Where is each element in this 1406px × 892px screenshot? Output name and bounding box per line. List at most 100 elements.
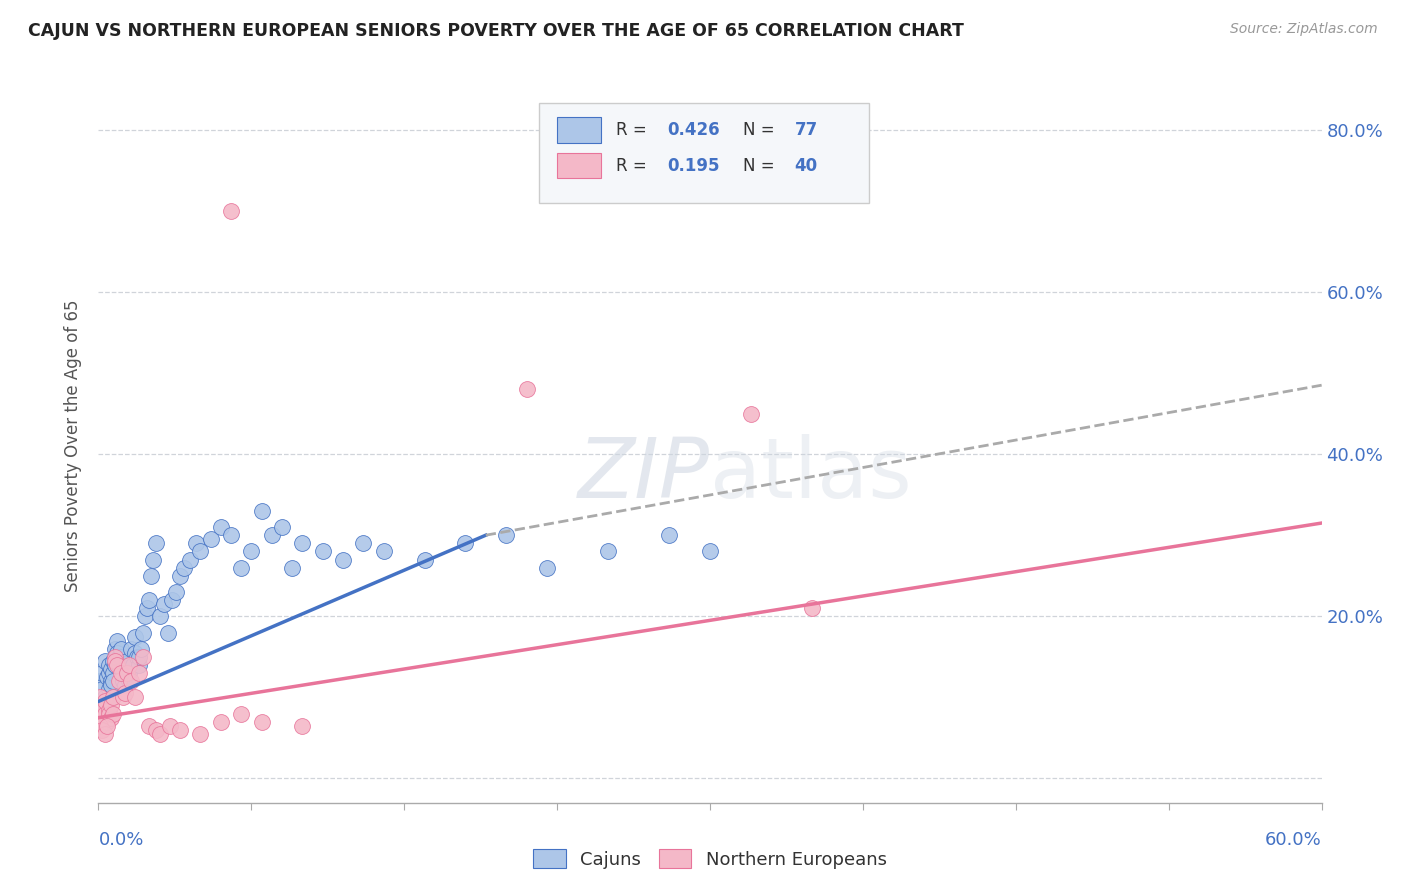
Point: [160, 593, 183, 607]
Point: [124, 630, 146, 644]
Point: [100, 678, 122, 692]
Point: [96, 719, 118, 733]
Text: 0.195: 0.195: [668, 157, 720, 175]
Point: [231, 706, 253, 721]
Point: [108, 674, 131, 689]
Point: [97, 682, 120, 697]
Point: [97, 657, 120, 672]
Point: [97, 702, 120, 716]
Point: [132, 625, 155, 640]
Point: [110, 641, 132, 656]
Point: [127, 649, 149, 664]
Point: [598, 544, 620, 558]
Text: N =: N =: [742, 121, 780, 139]
Point: [114, 686, 136, 700]
Text: R =: R =: [616, 121, 652, 139]
Point: [101, 706, 124, 721]
Text: R =: R =: [616, 157, 652, 175]
Point: [200, 533, 222, 547]
FancyBboxPatch shape: [557, 117, 602, 143]
Point: [209, 714, 232, 729]
Point: [128, 666, 150, 681]
Point: [260, 528, 283, 542]
Point: [96, 670, 118, 684]
Point: [142, 552, 165, 566]
Point: [96, 698, 118, 713]
Point: [110, 649, 132, 664]
Point: [413, 552, 436, 566]
Point: [173, 560, 195, 574]
Text: CAJUN VS NORTHERN EUROPEAN SENIORS POVERTY OVER THE AGE OF 65 CORRELATION CHART: CAJUN VS NORTHERN EUROPEAN SENIORS POVER…: [28, 22, 965, 40]
Point: [100, 698, 122, 713]
Point: [104, 649, 127, 664]
Point: [373, 544, 395, 558]
Point: [118, 666, 141, 681]
Point: [115, 654, 138, 668]
Point: [91, 666, 114, 681]
Point: [100, 674, 122, 689]
Point: [96, 714, 118, 729]
Point: [281, 560, 304, 574]
Point: [128, 649, 150, 664]
Text: 0.0%: 0.0%: [98, 831, 143, 849]
Point: [91, 682, 114, 697]
Point: [270, 520, 294, 534]
Point: [231, 560, 253, 574]
Point: [138, 719, 160, 733]
Point: [93, 706, 115, 721]
Text: atlas: atlas: [710, 434, 911, 515]
Legend: Cajuns, Northern Europeans: Cajuns, Northern Europeans: [526, 842, 894, 876]
Point: [136, 601, 159, 615]
Point: [104, 654, 127, 668]
Y-axis label: Seniors Poverty Over the Age of 65: Seniors Poverty Over the Age of 65: [63, 300, 82, 592]
Point: [122, 657, 145, 672]
Point: [145, 536, 167, 550]
Point: [240, 544, 263, 558]
Point: [186, 536, 208, 550]
Point: [93, 654, 115, 668]
Point: [179, 552, 201, 566]
Point: [169, 568, 191, 582]
Point: [89, 690, 111, 705]
Point: [100, 662, 122, 676]
Point: [165, 585, 187, 599]
Point: [101, 690, 124, 705]
Point: [114, 662, 136, 676]
Point: [91, 702, 114, 716]
Point: [152, 597, 174, 611]
Point: [114, 678, 136, 692]
Point: [104, 657, 127, 672]
Point: [219, 528, 242, 542]
Point: [332, 552, 354, 566]
Point: [250, 504, 273, 518]
Point: [89, 674, 111, 689]
Point: [219, 203, 242, 218]
Point: [118, 657, 141, 672]
Point: [89, 719, 111, 733]
Text: 0.426: 0.426: [668, 121, 720, 139]
Point: [105, 646, 128, 660]
Point: [108, 649, 131, 664]
Point: [111, 674, 134, 689]
Point: [169, 723, 191, 737]
Point: [101, 674, 124, 689]
Point: [132, 649, 155, 664]
Point: [104, 641, 127, 656]
Point: [124, 690, 146, 705]
Point: [91, 698, 114, 713]
Point: [149, 609, 172, 624]
Text: Source: ZipAtlas.com: Source: ZipAtlas.com: [1230, 22, 1378, 37]
Point: [134, 609, 156, 624]
Point: [141, 568, 163, 582]
Point: [156, 625, 179, 640]
Point: [159, 719, 181, 733]
Text: 60.0%: 60.0%: [1265, 831, 1322, 849]
Point: [101, 654, 124, 668]
Point: [145, 723, 167, 737]
Text: N =: N =: [742, 157, 780, 175]
Point: [352, 536, 374, 550]
FancyBboxPatch shape: [557, 153, 602, 178]
Point: [801, 601, 824, 615]
Point: [149, 727, 172, 741]
Point: [110, 666, 132, 681]
